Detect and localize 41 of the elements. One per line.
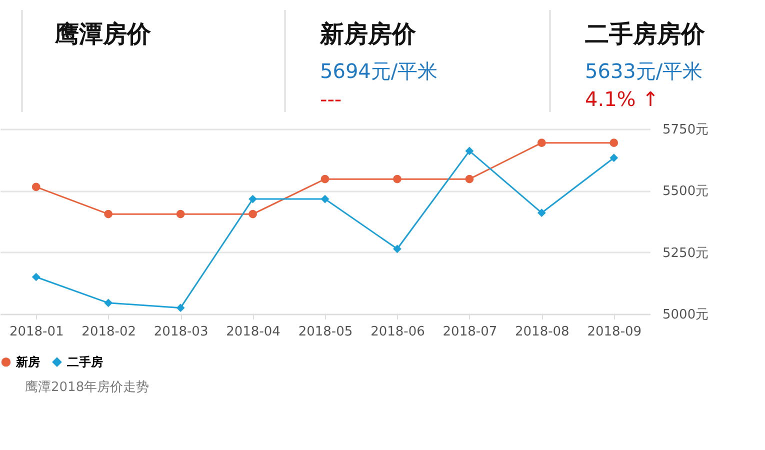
point [537, 138, 546, 147]
point [320, 194, 330, 204]
x-tick-label: 2018-08 [515, 324, 570, 340]
x-tick-label: 2018-03 [154, 324, 208, 340]
x-tick-label: 2018-02 [82, 324, 136, 340]
point [465, 146, 474, 156]
x-tick-label: 2018-05 [298, 324, 353, 340]
text: 新房房价 [319, 20, 417, 48]
point [248, 210, 257, 218]
point [610, 154, 618, 162]
point [465, 174, 474, 184]
point [32, 182, 40, 192]
text: --- [320, 87, 342, 111]
text: 二手房房价 [585, 20, 706, 48]
x-tick-label: 2018-04 [226, 324, 280, 340]
point [393, 244, 402, 254]
y-tick-label: 5750元 [662, 122, 709, 138]
legend-label: 二手房 [67, 355, 103, 370]
point [537, 208, 546, 218]
text: 鹰潭2018年房价走势 [25, 379, 150, 395]
point [610, 138, 618, 147]
y-tick-label: 5500元 [662, 184, 709, 200]
x-tick-label: 2018-09 [587, 324, 642, 340]
text: 5633元/平米 [585, 59, 703, 83]
x-tick-label: 2018-06 [370, 324, 425, 340]
point [176, 210, 185, 218]
point [248, 194, 257, 204]
y-tick-label: 5250元 [662, 246, 709, 261]
point [104, 210, 113, 218]
point [320, 174, 330, 184]
x-tick-label: 2018-01 [9, 324, 64, 340]
chart-title: 鹰潭房价 [54, 20, 152, 48]
x-tick-label: 2018-07 [442, 324, 498, 340]
point [176, 304, 185, 312]
legend-label: 新房 [15, 355, 40, 370]
text: 4.1% ↑ [585, 87, 659, 111]
text: 5694元/平米 [320, 59, 438, 83]
y-tick-label: 5000元 [662, 308, 709, 322]
point [104, 298, 113, 308]
point [32, 272, 40, 282]
point [393, 174, 402, 184]
